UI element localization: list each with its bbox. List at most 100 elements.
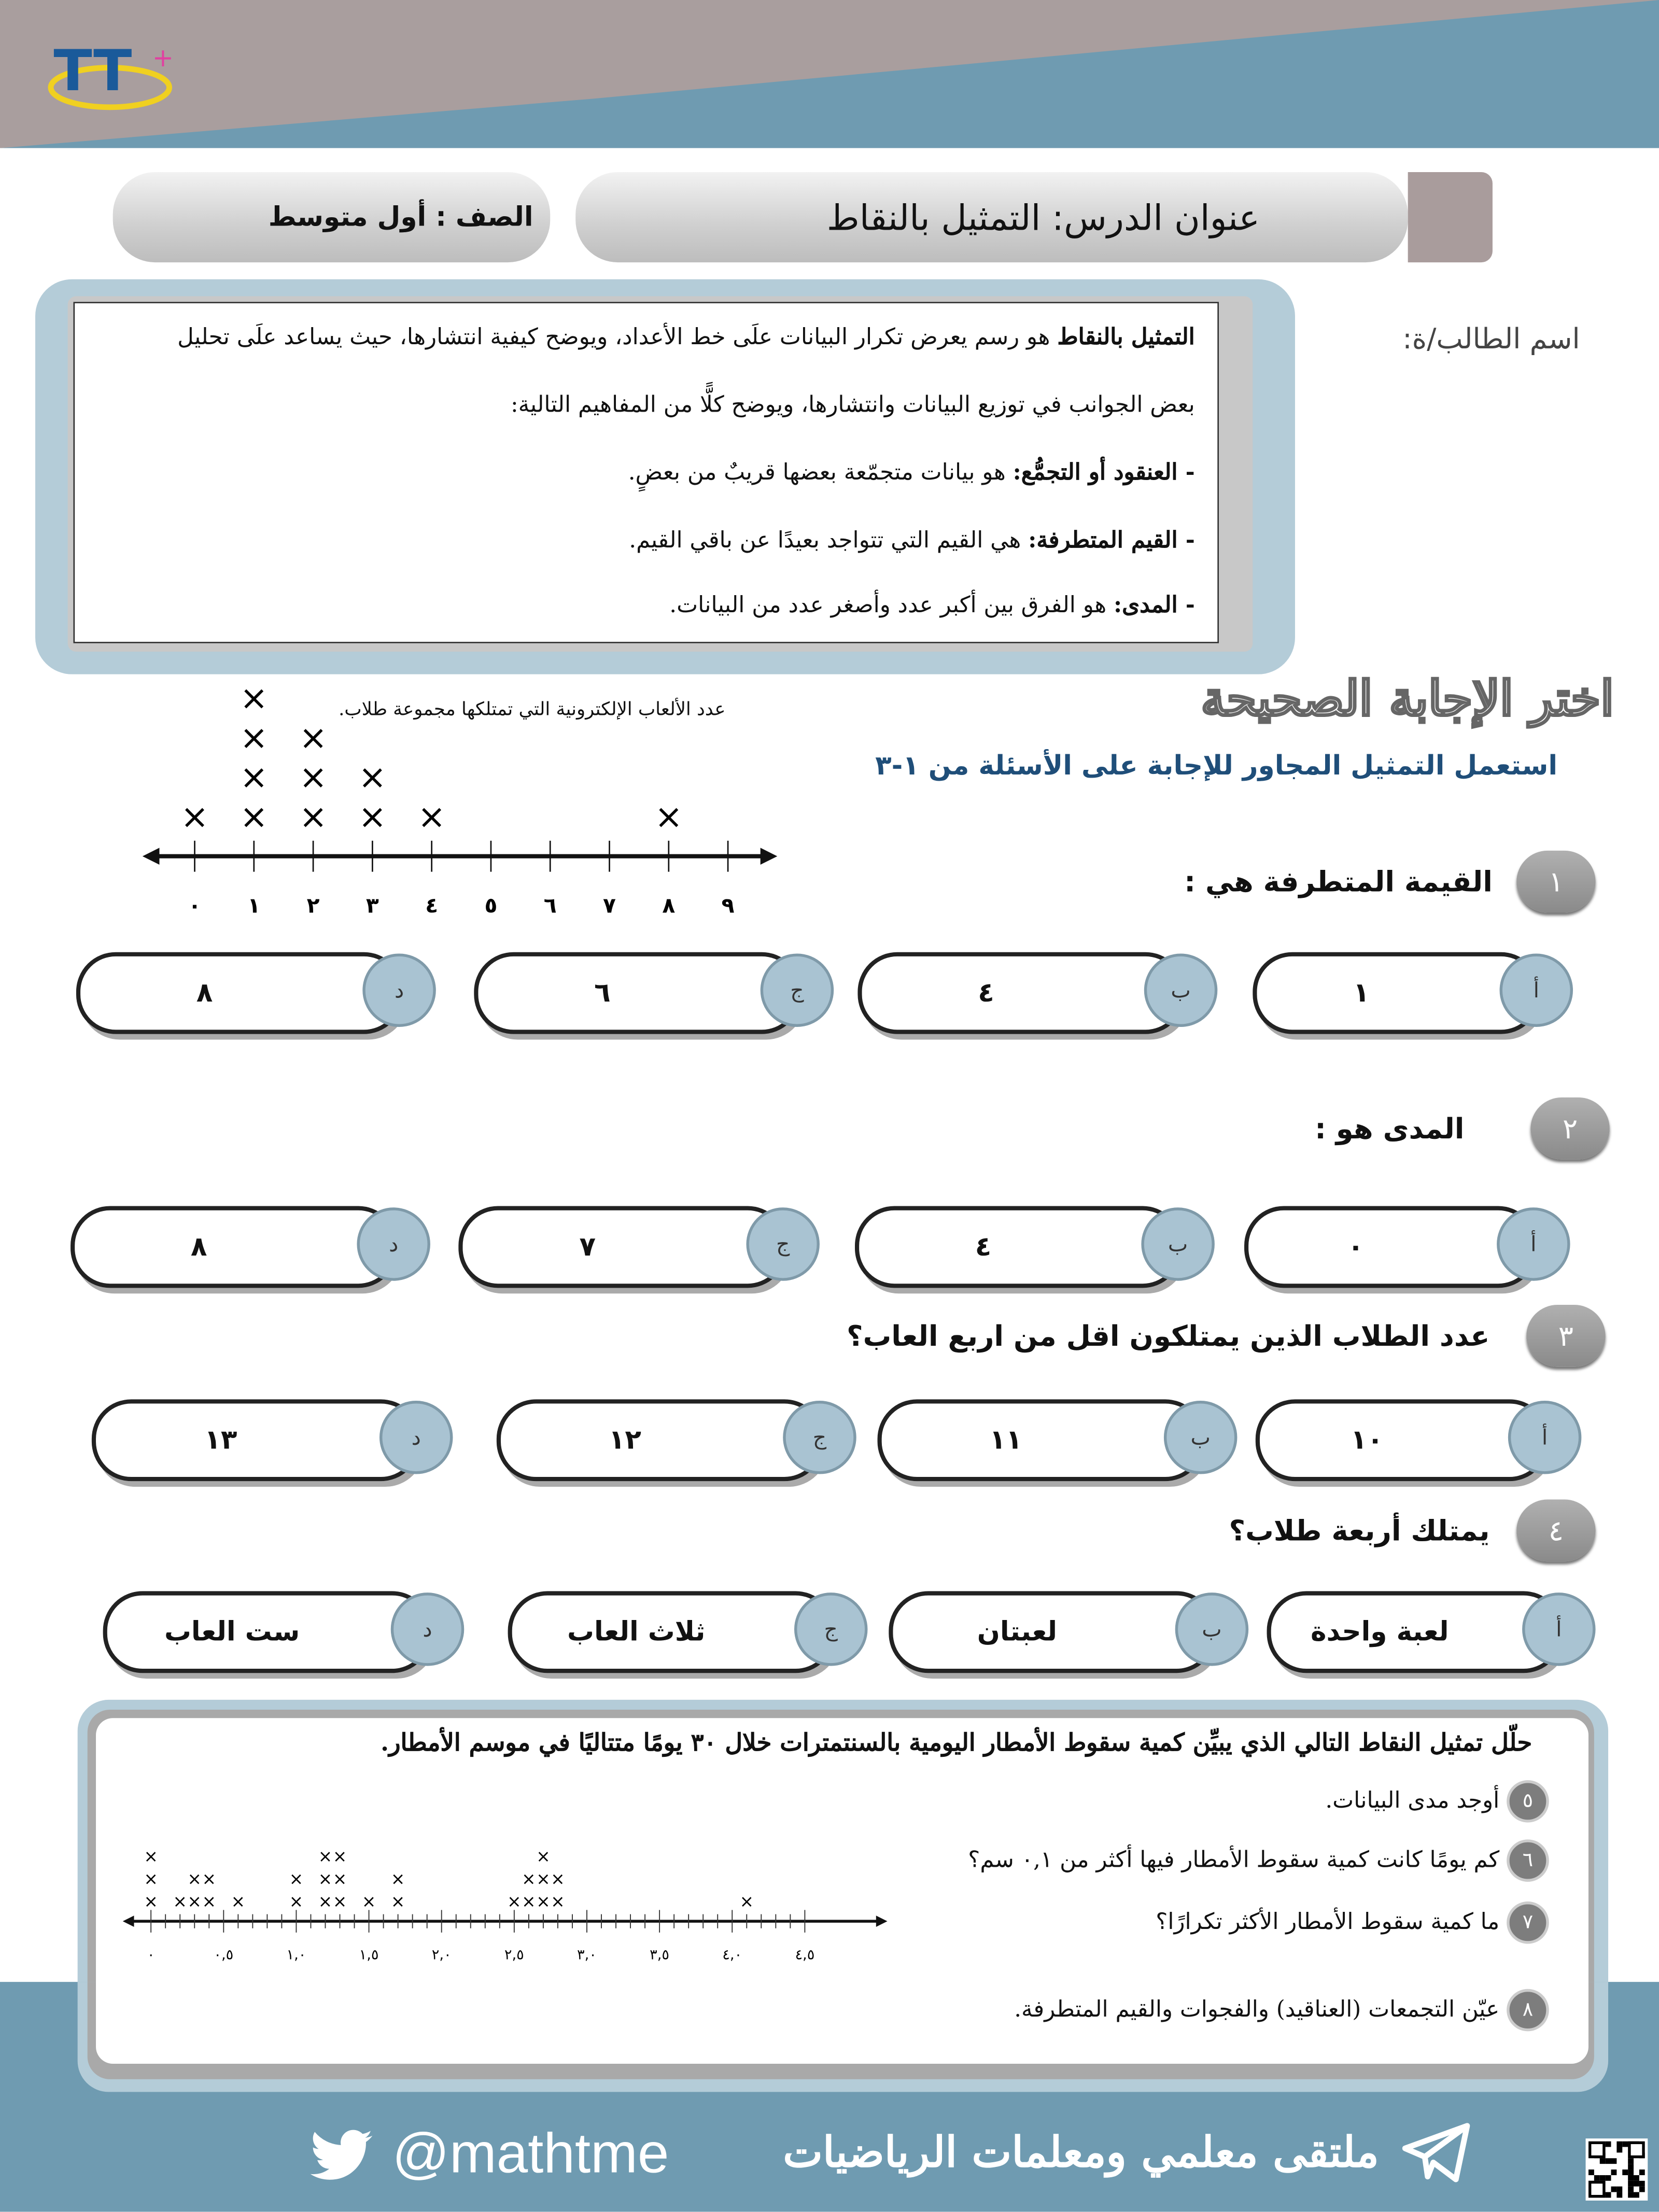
answer-option[interactable]: ست العاب د [103, 1591, 465, 1673]
answer-option[interactable]: ٦ ج [474, 952, 834, 1034]
option-value: ٧ [579, 1231, 596, 1263]
twitter-link[interactable]: @mathtme [310, 2123, 669, 2186]
x-mark: × [391, 1892, 405, 1911]
option-letter: أ [1497, 1207, 1570, 1281]
lesson-title: عنوان الدرس: التمثيل بالنقاط [575, 172, 1408, 263]
answer-option[interactable]: ٧ ج [458, 1206, 820, 1288]
question-text: يمتلك أربعة طلاب؟ [1229, 1513, 1490, 1548]
tick-label: ٠ [147, 1947, 155, 1963]
option-value: ست العاب [164, 1616, 300, 1648]
option-letter: د [390, 1593, 465, 1666]
answer-option[interactable]: لعبة واحدة أ [1267, 1591, 1596, 1673]
option-value: ١٣ [204, 1425, 237, 1456]
option-letter: ج [760, 953, 834, 1027]
answer-option[interactable]: ١ أ [1253, 952, 1573, 1034]
question-number-badge: ٢ [1530, 1097, 1610, 1160]
option-letter: ب [1175, 1593, 1249, 1666]
x-mark: × [358, 797, 387, 836]
answer-option[interactable]: ٤ ب [857, 952, 1218, 1034]
x-mark: × [180, 797, 209, 836]
question-text: القيمة المتطرفة هي : [1184, 865, 1493, 899]
answer-option[interactable]: ١٠ أ [1255, 1399, 1582, 1482]
answer-option[interactable]: لعبتان ب [889, 1591, 1249, 1673]
rainfall-dot-plot: ٠ ٠,٥ ١,٠ ١,٥ ٢,٠ ٢,٥ ٣,٠ ٣,٥ ٤,٠ ٤,٥×××× ××××× ×××… [122, 1847, 888, 1963]
tick-label: ٣,٥ [650, 1947, 669, 1963]
option-letter: ج [746, 1207, 820, 1281]
option-letter: أ [1499, 953, 1573, 1027]
answer-option[interactable]: ١٢ ج [496, 1399, 856, 1482]
right-arrow [876, 1915, 888, 1927]
x-mark: × [240, 718, 268, 757]
term: - القيم المتطرفة: [1028, 526, 1195, 553]
definition-text: هو بيانات متجمّعة بعضها قريبٌ من بعضٍ. [628, 458, 1013, 486]
x-mark: × [289, 1869, 303, 1889]
tick-label: ٥ [484, 893, 497, 918]
svg-text:+: + [152, 43, 174, 73]
tick-label: ٤ [425, 893, 438, 918]
option-value: ٠ [1347, 1231, 1364, 1263]
x-mark: × [333, 1847, 347, 1866]
x-mark: × [536, 1869, 550, 1889]
analysis-item-8: ٨ عيّن التجمعات (العناقيد) والفجوات والق… [1014, 1989, 1549, 2032]
left-arrow [142, 848, 160, 865]
definition-text: هو الفرق بين أكبر عدد وأصغر عدد من البيا… [669, 591, 1114, 618]
item-text: أوجد مدى البيانات. [1325, 1786, 1500, 1813]
x-mark: × [740, 1892, 754, 1911]
x-mark: × [536, 1847, 550, 1866]
option-value: ٤ [975, 1231, 992, 1263]
x-mark: × [202, 1892, 216, 1911]
x-mark: × [144, 1847, 158, 1866]
tick-label: ٢,٥ [504, 1947, 524, 1963]
option-value: ١١ [989, 1425, 1022, 1456]
option-letter: ب [1163, 1401, 1238, 1474]
x-mark: × [299, 797, 328, 836]
answer-option[interactable]: ٨ د [76, 952, 436, 1034]
answer-option[interactable]: ٨ د [71, 1206, 430, 1288]
answer-option[interactable]: ٤ ب [854, 1206, 1215, 1288]
answer-option[interactable]: ثلاث العاب ج [508, 1591, 868, 1673]
section-heading: اختر الإجابة الصحيحة [1200, 670, 1615, 729]
x-mark: × [318, 1892, 332, 1911]
term: التمثيل بالنقاط [1057, 323, 1195, 350]
x-mark: × [173, 1892, 187, 1911]
tick-label: ٢,٠ [432, 1947, 452, 1963]
logo: TT + [43, 17, 177, 130]
right-arrow [760, 848, 778, 865]
item-text: عيّن التجمعات (العناقيد) والفجوات والقيم… [1014, 1995, 1500, 2022]
option-letter: ج [783, 1401, 856, 1474]
option-letter: ب [1141, 1207, 1215, 1281]
tick-label: ٠ [188, 893, 201, 918]
tick-label: ٢ [307, 893, 320, 918]
option-letter: د [379, 1401, 453, 1474]
x-mark: × [318, 1847, 332, 1866]
question-number-badge: ٤ [1516, 1499, 1596, 1562]
definition-box: التمثيل بالنقاط هو رسم يعرض تكرار البيان… [73, 302, 1219, 643]
item-text: كم يومًا كانت كمية سقوط الأمطار فيها أكث… [968, 1845, 1500, 1873]
question-text: المدى هو : [1315, 1111, 1465, 1146]
section-instruction: استعمل التمثيل المجاور للإجابة على الأسئ… [875, 750, 1558, 782]
option-value: لعبة واحدة [1310, 1616, 1449, 1648]
answer-option[interactable]: ١٣ د [91, 1399, 453, 1482]
tick-label: ١ [247, 893, 260, 918]
answer-option[interactable]: ٠ أ [1244, 1206, 1570, 1288]
telegram-link[interactable]: ملتقى معلمي ومعلمات الرياضيات [783, 2123, 1470, 2182]
tick-label: ٩ [722, 893, 735, 918]
x-mark: × [333, 1869, 347, 1889]
term: - المدى: [1114, 591, 1195, 618]
option-value: ٨ [190, 1231, 207, 1263]
chart-title: عدد الألعاب الإلكترونية التي تمتلكها مجم… [339, 699, 726, 721]
x-mark: × [188, 1892, 202, 1911]
student-name-label: اسم الطالب/ة: [1402, 321, 1580, 356]
x-mark: × [507, 1892, 521, 1911]
option-letter: ب [1144, 953, 1218, 1027]
option-letter: د [362, 953, 436, 1027]
option-letter: أ [1522, 1593, 1596, 1666]
x-mark: × [522, 1869, 536, 1889]
analysis-item-6: ٦ كم يومًا كانت كمية سقوط الأمطار فيها أ… [968, 1839, 1549, 1882]
telegram-plane-icon [1401, 2123, 1470, 2182]
x-mark: × [299, 718, 328, 757]
option-value: ٨ [196, 977, 213, 1009]
analysis-intro: حلّل تمثيل النقاط التالي الذي يبيِّن كمي… [381, 1729, 1533, 1758]
answer-option[interactable]: ١١ ب [877, 1399, 1238, 1482]
